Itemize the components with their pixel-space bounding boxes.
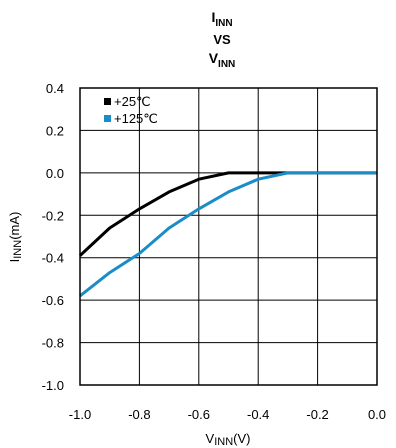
x-tick-label: -0.8	[128, 407, 150, 422]
series-line-0	[78, 171, 377, 257]
x-tick-labels: -1.0 -0.8 -0.6 -0.4 -0.2 0.0	[69, 407, 386, 422]
x-tick-label: 0.0	[368, 407, 386, 422]
y-tick-label: -0.2	[42, 208, 64, 223]
x-axis-title: VINN(V)	[206, 431, 251, 448]
title-line2: VS	[213, 32, 231, 47]
y-tick-label: 0.4	[46, 81, 64, 96]
y-tick-label: -0.6	[42, 293, 64, 308]
grid-lines	[79, 87, 378, 386]
y-tick-label: -0.4	[42, 251, 64, 266]
title-line3: VINN	[209, 50, 236, 70]
plot-frame	[79, 87, 378, 386]
legend-swatch-25c	[104, 98, 111, 105]
legend-label-125c: +125℃	[114, 111, 158, 126]
legend-swatch-125c	[104, 115, 111, 122]
chart-title: IINN VS VINN	[209, 9, 236, 70]
series-line-1	[79, 171, 377, 298]
x-tick-label: -1.0	[69, 407, 91, 422]
x-tick-label: -0.4	[247, 407, 269, 422]
y-tick-label: -0.8	[42, 336, 64, 351]
y-tick-label: -1.0	[42, 378, 64, 393]
title-line1: IINN	[211, 9, 232, 29]
y-tick-label: 0.0	[46, 166, 64, 181]
y-axis-title: IINN(mA)	[7, 212, 24, 263]
y-tick-label: 0.2	[46, 123, 64, 138]
y-tick-labels: 0.4 0.2 0.0 -0.2 -0.4 -0.6 -0.8 -1.0	[42, 81, 64, 393]
x-tick-label: -0.2	[306, 407, 328, 422]
legend-label-25c: +25℃	[114, 94, 151, 109]
series-layer	[78, 171, 377, 298]
x-tick-label: -0.6	[188, 407, 210, 422]
legend: +25℃ +125℃	[104, 94, 158, 126]
